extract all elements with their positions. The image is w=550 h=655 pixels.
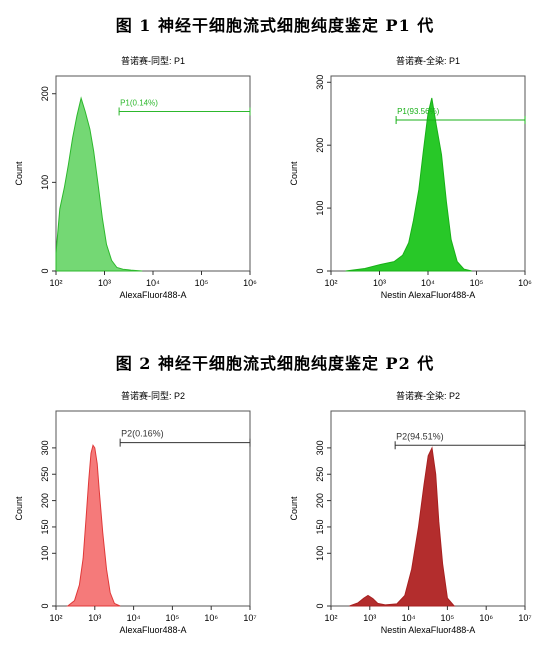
x-tick-label: 10⁴	[402, 613, 416, 623]
figure-2-title: 图 2 神经干细胞流式细胞纯度鉴定 P2 代	[115, 354, 435, 373]
y-axis-label: Count	[289, 161, 299, 186]
x-tick-label: 10⁴	[146, 278, 160, 288]
y-tick-label: 100	[315, 201, 325, 216]
x-tick-label: 10⁷	[243, 613, 256, 623]
x-tick-label: 10²	[49, 278, 62, 288]
x-tick-label: 10⁴	[421, 278, 435, 288]
x-axis-label: Nestin AlexaFluor488-A	[381, 625, 476, 635]
chart-title: 普诺赛-全染: P2	[396, 390, 460, 401]
histogram-area	[55, 96, 143, 272]
x-tick-label: 10⁶	[204, 613, 218, 623]
x-tick-label: 10²	[324, 278, 337, 288]
y-tick-label: 200	[40, 493, 50, 508]
x-tick-label: 10³	[373, 278, 386, 288]
gate-label: P2(94.51%)	[396, 431, 444, 441]
y-tick-label: 200	[315, 138, 325, 153]
y-tick-label: 300	[315, 75, 325, 90]
x-tick-label: 10³	[98, 278, 111, 288]
y-tick-label: 100	[40, 546, 50, 561]
histogram-area	[349, 446, 456, 607]
histogram-area	[345, 97, 472, 272]
x-tick-label: 10³	[363, 613, 376, 623]
histogram-p1-isotype: 普诺赛-同型: P1 10² 10³ 10⁴ 10⁵ 10⁶ 0 100 200 AlexaFlu…	[14, 55, 257, 300]
x-tick-label: 10⁵	[166, 613, 180, 623]
chart-title: 普诺赛-同型: P2	[121, 390, 185, 401]
x-tick-label: 10⁶	[479, 613, 493, 623]
y-axis-label: Count	[14, 496, 24, 521]
chart-title: 普诺赛-同型: P1	[121, 55, 185, 66]
histogram-p2-full-stain: 普诺赛-全染: P2 10² 10³ 10⁴ 10⁵ 10⁶ 10⁷ 0 100 150 200 25…	[289, 390, 532, 635]
plot-frame	[55, 410, 251, 607]
histogram-area	[66, 444, 121, 607]
x-tick-label: 10²	[49, 613, 62, 623]
x-tick-label: 10⁷	[518, 613, 531, 623]
y-tick-label: 250	[40, 467, 50, 482]
y-tick-label: 100	[40, 175, 50, 190]
y-tick-label: 0	[40, 603, 50, 608]
x-axis-label: AlexaFluor488-A	[119, 290, 186, 300]
histogram-p1-full-stain: 普诺赛-全染: P1 10² 10³ 10⁴ 10⁵ 10⁶ 0 100 200 300 Nesti…	[289, 55, 532, 300]
y-tick-label: 150	[315, 519, 325, 534]
y-tick-label: 300	[40, 440, 50, 455]
y-tick-label: 0	[40, 268, 50, 273]
y-tick-label: 0	[315, 603, 325, 608]
x-tick-label: 10²	[324, 613, 337, 623]
x-tick-label: 10⁶	[243, 278, 257, 288]
gate-label: P1(93.56%)	[397, 107, 440, 116]
histogram-p2-isotype: 普诺赛-同型: P2 10² 10³ 10⁴ 10⁵ 10⁶ 10⁷ 0 100 150 200 25…	[14, 390, 257, 635]
chart-title: 普诺赛-全染: P1	[396, 55, 460, 66]
x-axis-label: AlexaFluor488-A	[119, 625, 186, 635]
x-tick-label: 10⁶	[518, 278, 532, 288]
y-axis-label: Count	[14, 161, 24, 186]
gate-label: P2(0.16%)	[121, 429, 164, 439]
y-tick-label: 100	[315, 546, 325, 561]
gate-label: P1(0.14%)	[120, 98, 158, 107]
x-tick-label: 10⁵	[195, 278, 209, 288]
x-tick-label: 10⁵	[470, 278, 484, 288]
y-tick-label: 200	[40, 86, 50, 101]
y-tick-label: 200	[315, 493, 325, 508]
x-tick-label: 10³	[88, 613, 101, 623]
y-tick-label: 150	[40, 519, 50, 534]
y-tick-label: 0	[315, 268, 325, 273]
y-axis-label: Count	[289, 496, 299, 521]
y-tick-label: 250	[315, 467, 325, 482]
x-axis-label: Nestin AlexaFluor488-A	[381, 290, 476, 300]
x-tick-label: 10⁴	[127, 613, 141, 623]
figure-1-title: 图 1 神经干细胞流式细胞纯度鉴定 P1 代	[115, 16, 435, 35]
x-tick-label: 10⁵	[441, 613, 455, 623]
y-tick-label: 300	[315, 440, 325, 455]
